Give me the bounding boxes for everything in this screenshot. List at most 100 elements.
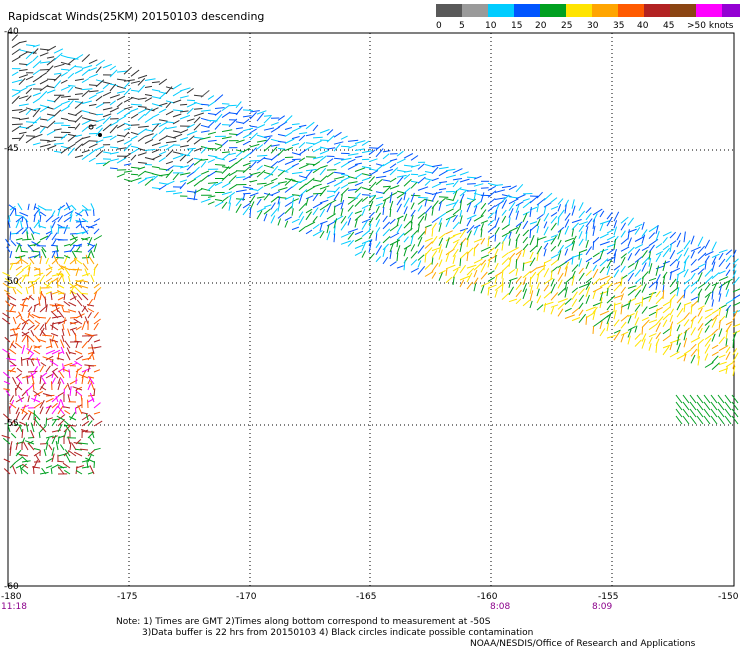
wind-vector <box>529 300 533 309</box>
wind-vector <box>81 100 92 105</box>
wind-vector <box>56 303 65 307</box>
wind-vector <box>21 389 29 397</box>
wind-vector <box>410 214 414 224</box>
wind-vector <box>50 467 53 475</box>
wind-vector <box>382 243 389 251</box>
wind-vector <box>15 276 23 283</box>
wind-vector <box>81 88 93 91</box>
wind-vector <box>501 231 511 238</box>
wind-vector <box>21 375 31 379</box>
wind-vector <box>214 201 224 207</box>
wind-vector <box>75 231 86 235</box>
wind-vector <box>620 314 629 322</box>
wind-vector <box>627 335 631 345</box>
wind-vector <box>389 158 398 162</box>
wind-vector <box>31 241 41 247</box>
wind-vector <box>34 418 41 427</box>
wind-vector <box>78 310 83 319</box>
wind-vector <box>368 230 374 239</box>
wind-vector <box>284 131 293 137</box>
wind-vector <box>57 204 65 211</box>
wind-vector <box>6 310 17 313</box>
wind-vector <box>375 241 381 249</box>
wind-vector <box>431 250 438 258</box>
wind-vector <box>340 194 343 203</box>
wind-vector <box>599 223 604 232</box>
wind-vector <box>15 269 24 277</box>
wind-vector <box>49 360 59 367</box>
wind-vector <box>32 127 40 132</box>
wind-vector <box>396 232 405 241</box>
wind-vector <box>57 414 66 421</box>
wind-vector <box>731 394 739 404</box>
wind-vector <box>249 160 260 162</box>
wind-vector <box>179 87 191 92</box>
wind-vector <box>51 453 55 463</box>
wind-vector <box>459 279 465 288</box>
wind-vector <box>33 390 43 397</box>
wind-vector <box>298 226 307 233</box>
wind-vector <box>522 200 532 209</box>
wind-vector <box>270 165 279 175</box>
wind-vector <box>480 262 487 273</box>
wind-vector <box>669 298 672 309</box>
wind-vector <box>263 164 274 169</box>
wind-vector <box>389 200 394 211</box>
wind-vector <box>592 240 595 250</box>
wind-vector <box>73 318 83 325</box>
wind-vector <box>200 109 211 112</box>
wind-vector <box>130 166 140 169</box>
wind-vector <box>32 285 35 295</box>
wind-vector <box>417 198 426 205</box>
wind-vector <box>410 209 416 217</box>
wind-vector <box>77 405 83 415</box>
wind-vector <box>130 69 140 77</box>
wind-vector <box>564 307 572 312</box>
wind-vector <box>599 258 609 267</box>
wind-vector <box>228 202 231 211</box>
wind-vector <box>731 401 739 411</box>
wind-vector <box>669 271 673 281</box>
wind-vector <box>396 215 404 220</box>
wind-vector <box>68 416 77 421</box>
wind-vector <box>354 155 363 158</box>
wind-vector <box>38 225 47 229</box>
wind-vector <box>557 302 566 310</box>
legend-label: 40 <box>637 21 649 31</box>
wind-vector <box>375 196 384 200</box>
wind-vector <box>725 249 733 256</box>
wind-vector <box>46 89 56 94</box>
wind-vector <box>550 259 559 266</box>
wind-vector <box>592 213 598 223</box>
wind-vector <box>389 177 397 183</box>
wind-vector <box>151 142 161 147</box>
wind-vector <box>403 187 411 194</box>
wind-vector <box>15 281 23 289</box>
wind-vector <box>564 256 574 263</box>
wind-vector <box>63 205 72 211</box>
wind-vector <box>424 178 433 181</box>
wind-vector <box>732 264 737 272</box>
wind-vector <box>87 454 92 463</box>
wind-vector <box>718 270 726 275</box>
wind-vector <box>333 205 336 215</box>
wind-vector <box>102 135 113 139</box>
wind-vector <box>550 306 555 315</box>
wind-vector <box>424 192 433 195</box>
wind-vector <box>410 181 418 189</box>
wind-vector <box>15 219 20 229</box>
wind-vector <box>69 209 74 217</box>
wind-vector <box>93 218 101 223</box>
wind-vector <box>73 442 83 445</box>
wind-vector <box>165 149 174 158</box>
wind-vector <box>193 116 201 124</box>
wind-vector <box>9 441 13 451</box>
wind-vector <box>543 262 546 271</box>
wind-vector <box>536 282 540 290</box>
wind-vector <box>606 288 609 297</box>
wind-vector <box>347 188 358 191</box>
wind-vector <box>459 258 462 267</box>
wind-vector <box>87 308 95 313</box>
wind-vector <box>613 238 617 250</box>
wind-vector <box>291 143 300 147</box>
